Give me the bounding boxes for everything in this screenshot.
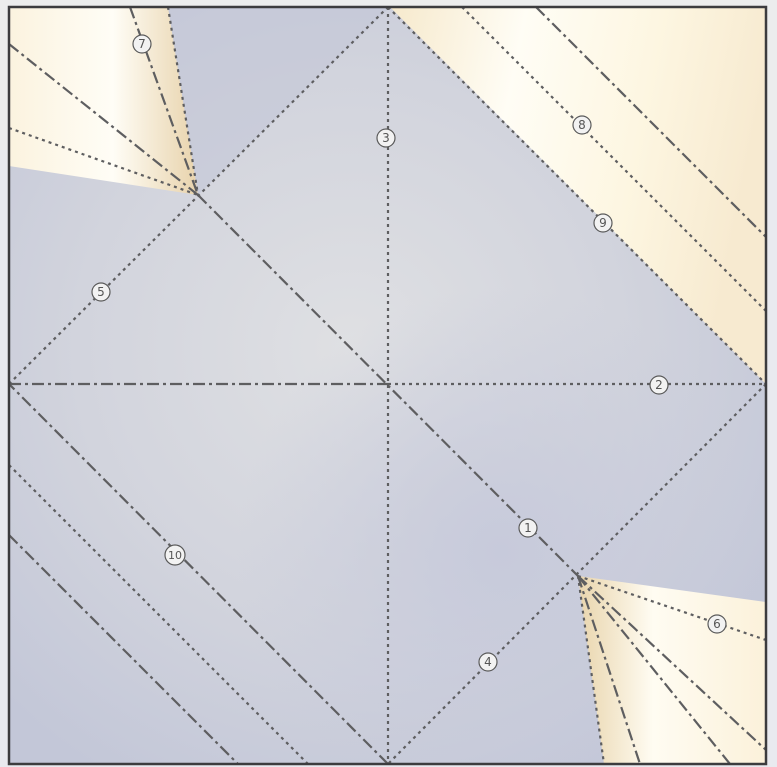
step-label-2: 2 [655,378,663,392]
step-marker-7: 7 [132,34,152,54]
step-marker-10: 10 [164,544,186,566]
bottom-right-flap [578,576,766,764]
step-marker-2: 2 [649,375,669,395]
step-markers: 1 2 3 4 5 6 7 [91,34,727,672]
step-label-4: 4 [484,655,492,669]
step-label-7: 7 [138,37,146,51]
fold-line-diamond-bl [8,383,389,765]
fold-line-bl-parallel-b [8,534,239,765]
fold-line-tr-parallel-b [535,6,767,238]
step-marker-4: 4 [478,652,498,672]
fold-line-tl-flap-a [8,43,199,196]
step-label-1: 1 [524,521,532,535]
step-label-8: 8 [578,118,586,132]
step-label-9: 9 [599,216,607,230]
top-left-flap [9,7,198,195]
fold-lines [8,6,767,765]
paper-border [7,5,768,766]
top-left-blue-wedge [168,7,390,195]
fold-line-main-diagonal [197,194,579,577]
step-marker-9: 9 [593,213,613,233]
step-marker-5: 5 [91,282,111,302]
fold-line-br-flap-a [577,574,767,642]
fold-line-tr-parallel-a [461,6,767,312]
fold-line-br-flap-b [577,575,767,751]
step-label-10: 10 [168,549,182,562]
step-marker-1: 1 [518,518,538,538]
step-label-6: 6 [713,617,721,631]
fold-line-br-flap-d [576,575,642,765]
step-marker-3: 3 [376,128,396,148]
step-label-3: 3 [382,131,390,145]
step-marker-6: 6 [707,614,727,634]
step-label-5: 5 [97,285,105,299]
fold-line-bl-parallel-a [8,464,309,765]
fold-line-diamond-tr [387,6,767,385]
fold-line-tl-flap-b [8,126,199,197]
fold-line-br-flap-c [577,575,731,765]
step-marker-8: 8 [572,115,592,135]
